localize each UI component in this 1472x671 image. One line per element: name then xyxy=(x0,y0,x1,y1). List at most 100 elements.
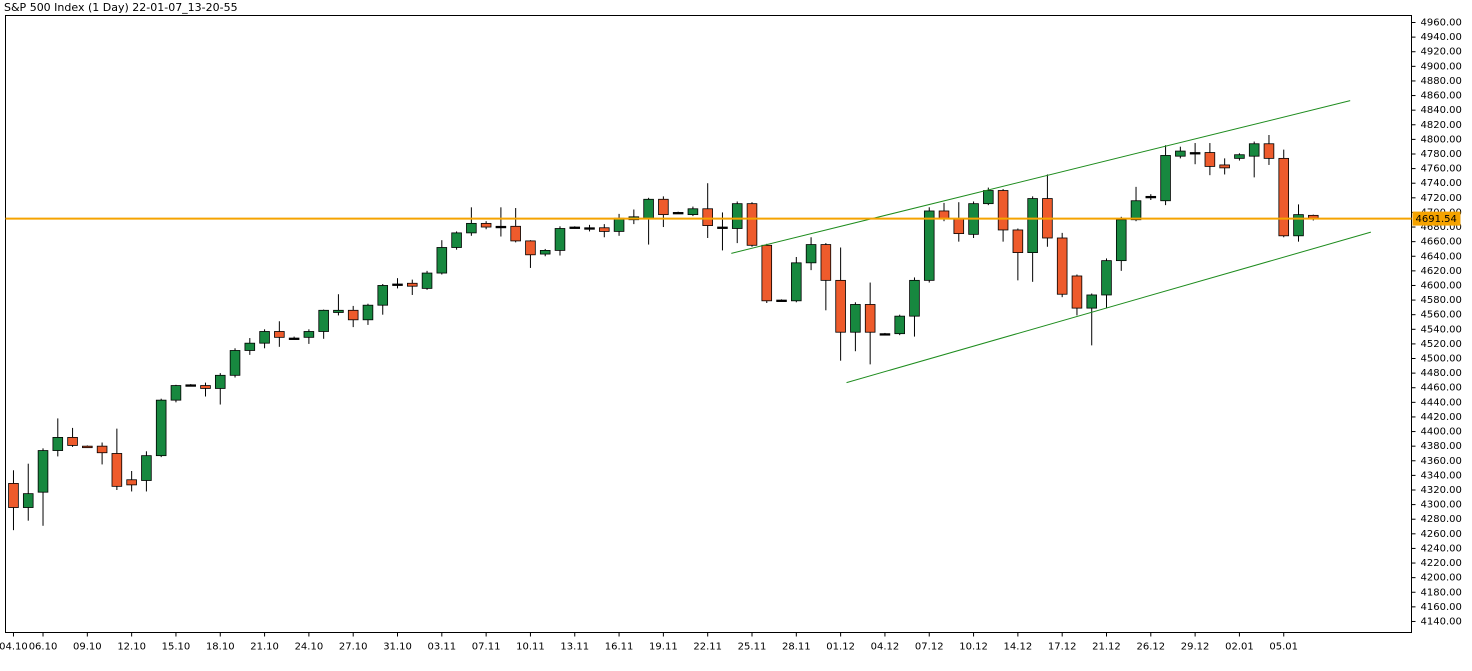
y-tick-label: 4800.00 xyxy=(1421,134,1462,145)
y-tick-label: 4720.00 xyxy=(1421,193,1462,204)
chart-title: S&P 500 Index (1 Day) 22-01-07_13-20-55 xyxy=(4,1,238,14)
y-tick-label: 4760.00 xyxy=(1421,164,1462,175)
candle-body xyxy=(1263,143,1275,159)
x-tick-label: 25.11 xyxy=(738,642,767,653)
candle-body xyxy=(259,331,270,344)
candle-body xyxy=(1027,198,1038,253)
y-tick-label: 4500.00 xyxy=(1421,354,1462,365)
x-tick-label: 04.10 xyxy=(0,642,28,653)
candle-body xyxy=(1293,214,1304,237)
candle-body xyxy=(362,304,374,321)
x-tick-label: 29.12 xyxy=(1181,642,1210,653)
y-tick-label: 4580.00 xyxy=(1421,295,1462,306)
y-tick-label: 4640.00 xyxy=(1421,251,1462,262)
candle-body xyxy=(658,198,669,216)
x-tick-label: 06.10 xyxy=(29,642,58,653)
candle-body xyxy=(347,309,359,321)
candle-body xyxy=(303,331,315,338)
x-tick-label: 09.10 xyxy=(73,642,102,653)
candle-body xyxy=(141,455,152,481)
y-tick-label: 4320.00 xyxy=(1421,485,1462,496)
x-tick-label: 17.12 xyxy=(1048,642,1077,653)
x-tick-label: 18.10 xyxy=(206,642,235,653)
candle-body xyxy=(407,282,418,287)
candle-body xyxy=(599,227,610,232)
candle-body xyxy=(717,226,728,229)
price-tag xyxy=(1412,211,1461,226)
x-tick-label: 10.11 xyxy=(516,642,545,653)
y-tick-label: 4780.00 xyxy=(1421,149,1462,160)
trendline xyxy=(846,231,1372,384)
candle-body xyxy=(1160,155,1171,202)
y-tick-label: 4440.00 xyxy=(1421,397,1462,408)
candle-body xyxy=(613,217,625,232)
candle-body xyxy=(111,453,123,487)
candle-body xyxy=(1086,294,1097,309)
candle-body xyxy=(584,227,595,230)
candle-body xyxy=(1130,200,1142,221)
candle-body xyxy=(1219,164,1230,169)
y-tick-label: 4680.00 xyxy=(1421,222,1462,233)
candle-body xyxy=(377,285,389,306)
plot-frame xyxy=(5,15,1412,633)
candle-body xyxy=(879,333,891,336)
candle-body xyxy=(392,283,403,286)
candle-body xyxy=(1145,195,1157,199)
y-tick-label: 4140.00 xyxy=(1421,616,1462,627)
y-tick-label: 4260.00 xyxy=(1421,529,1462,540)
candle-body xyxy=(421,272,433,289)
candle-body xyxy=(864,304,876,333)
x-tick-label: 16.11 xyxy=(605,642,634,653)
x-tick-label: 07.11 xyxy=(472,642,501,653)
candle-body xyxy=(643,198,654,219)
y-tick-label: 4220.00 xyxy=(1421,558,1462,569)
candle-body xyxy=(702,208,713,226)
y-tick-label: 4960.00 xyxy=(1421,18,1462,29)
candle-body xyxy=(805,244,817,264)
x-tick-label: 19.11 xyxy=(649,642,678,653)
candle-body xyxy=(1278,157,1290,237)
y-tick-label: 4920.00 xyxy=(1421,47,1462,58)
candle-body xyxy=(1056,237,1068,295)
y-tick-label: 4160.00 xyxy=(1421,602,1462,613)
y-tick-label: 4340.00 xyxy=(1421,470,1462,481)
candle-body xyxy=(761,244,773,302)
candle-body xyxy=(1234,154,1245,159)
candle-body xyxy=(82,445,93,449)
x-tick-label: 31.10 xyxy=(383,642,412,653)
candle-body xyxy=(274,331,285,338)
candle-body xyxy=(495,225,507,229)
candle-body xyxy=(37,450,49,493)
candle-body xyxy=(835,279,846,333)
candle-body xyxy=(436,247,448,274)
candle-body xyxy=(746,203,758,246)
x-tick-label: 01.12 xyxy=(826,642,855,653)
candle-body xyxy=(185,384,196,387)
candle-body xyxy=(96,445,108,454)
y-tick-label: 4480.00 xyxy=(1421,368,1462,379)
candle-body xyxy=(52,437,64,451)
candle-body xyxy=(200,385,211,389)
candle-body xyxy=(170,385,182,401)
candle-body xyxy=(983,190,994,205)
y-tick-label: 4940.00 xyxy=(1421,32,1462,43)
candle-body xyxy=(155,399,167,457)
y-tick-label: 4820.00 xyxy=(1421,120,1462,131)
candle-body xyxy=(791,262,802,302)
x-tick-label: 05.01 xyxy=(1269,642,1298,653)
candle-body xyxy=(776,299,787,302)
candle-body xyxy=(510,225,521,242)
candle-body xyxy=(539,250,551,255)
candle-body xyxy=(451,232,462,248)
y-tick-label: 4620.00 xyxy=(1421,266,1462,277)
x-tick-label: 24.10 xyxy=(295,642,324,653)
candle-body xyxy=(923,210,935,281)
y-tick-label: 4540.00 xyxy=(1421,324,1462,335)
y-tick-label: 4660.00 xyxy=(1421,237,1462,248)
y-tick-label: 4520.00 xyxy=(1421,339,1462,350)
candle-body xyxy=(318,309,329,332)
candle-body xyxy=(554,228,566,251)
candle-body xyxy=(894,315,905,335)
candle-body xyxy=(997,190,1009,231)
